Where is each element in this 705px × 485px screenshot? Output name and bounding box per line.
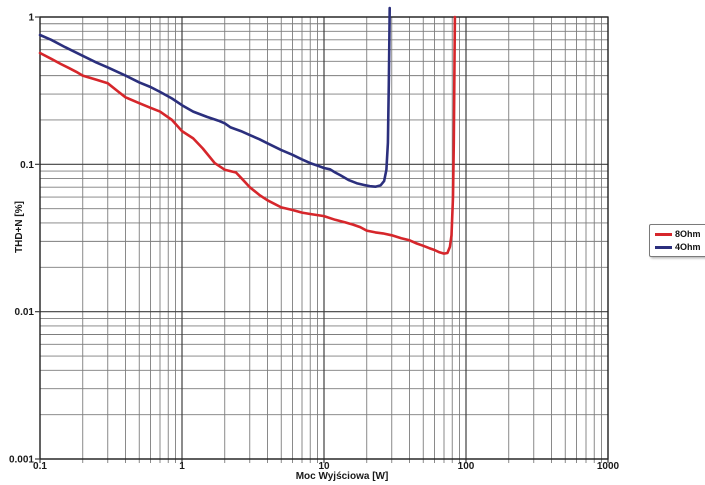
legend-label-4ohm: 4Ohm: [675, 242, 701, 252]
x-tick-label: 1000: [597, 461, 620, 472]
legend-item-4ohm: 4Ohm: [655, 242, 705, 252]
y-axis-title: THD+N [%]: [14, 201, 25, 253]
y-tick-label: 1: [28, 13, 34, 24]
series-line-8ohm: [38, 15, 457, 255]
series-line-4ohm: [38, 6, 391, 188]
x-tick-label: 1: [179, 461, 185, 472]
y-tick-label: 0.001: [9, 455, 34, 466]
y-tick-label: 0.01: [15, 307, 35, 318]
legend-item-8ohm: 8Ohm: [655, 229, 705, 239]
series-lines: [38, 6, 457, 255]
legend-swatch-4ohm: [655, 245, 672, 249]
x-tick-label: 10: [318, 461, 330, 472]
x-tick-label: 100: [458, 461, 475, 472]
axis-ticks: [35, 16, 40, 460]
plot-border: [39, 16, 609, 460]
chart-legend: 8Ohm 4Ohm: [649, 224, 705, 257]
legend-label-8ohm: 8Ohm: [675, 229, 701, 239]
tick-labels: 0.1 1 10 100 1000 1 0.1 0.01 0.001: [9, 13, 620, 473]
x-tick-label: 0.1: [33, 461, 47, 472]
y-tick-label: 0.1: [20, 160, 34, 171]
x-axis-title: Moc Wyjściowa [W]: [296, 471, 389, 482]
legend-swatch-8ohm: [655, 232, 672, 236]
